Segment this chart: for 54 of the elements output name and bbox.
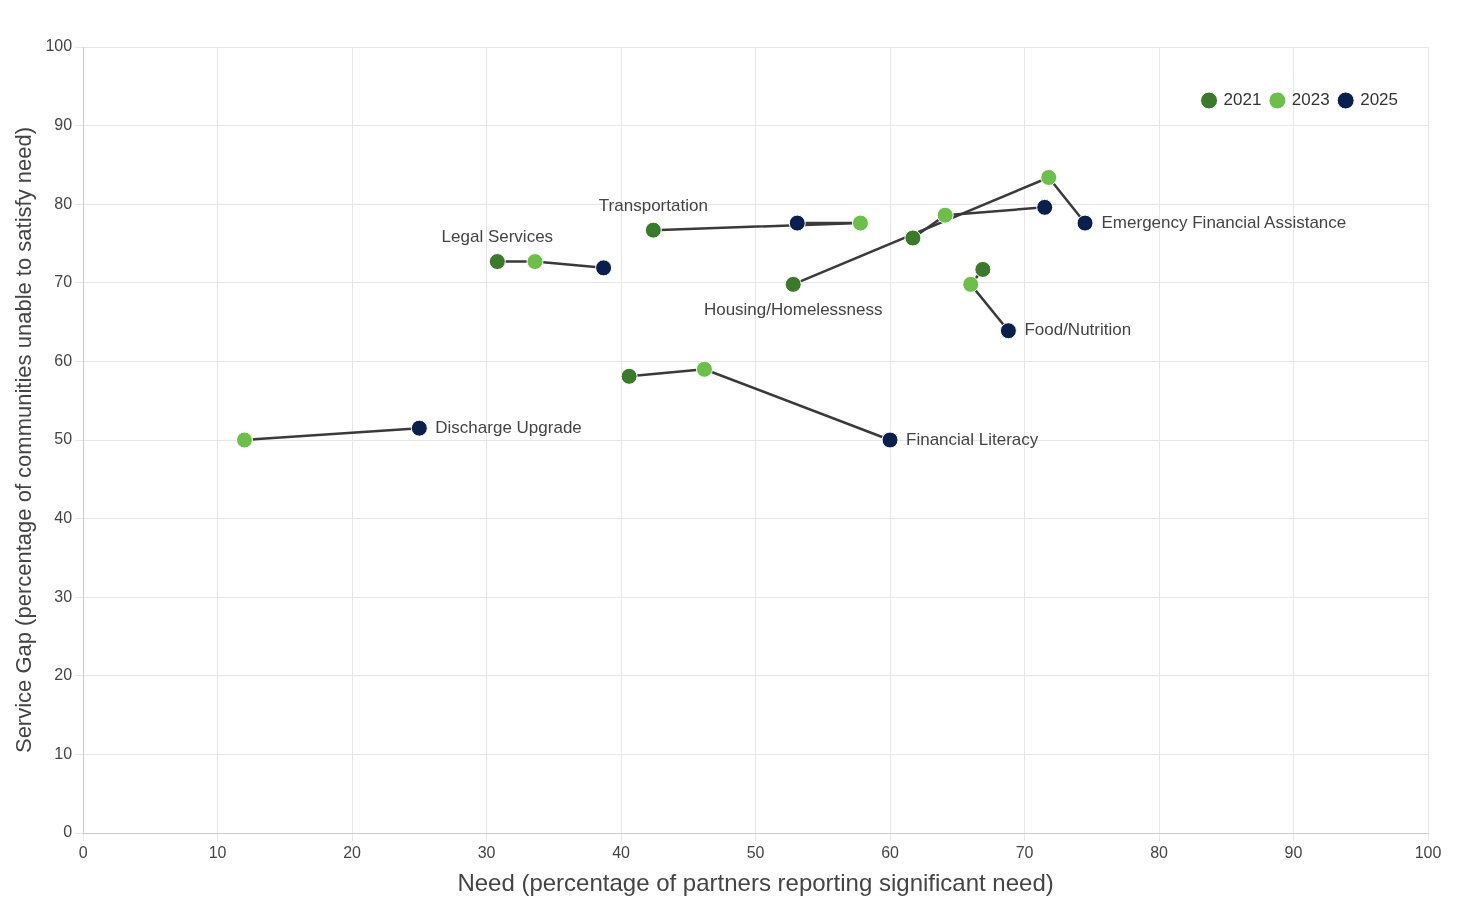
y-tick-label: 100: [45, 37, 73, 55]
annotation: Transportation: [598, 195, 708, 215]
x-tick-label: 80: [1150, 844, 1169, 862]
point: [784, 275, 802, 293]
y-tick-label: 90: [54, 116, 73, 134]
annotation: Financial Literacy: [906, 429, 1039, 449]
point: [695, 360, 713, 378]
x-axis-title: Need (percentage of partners reporting significant need): [457, 869, 1054, 897]
annotation: Legal Services: [441, 227, 554, 247]
x-tick-label: 10: [208, 844, 227, 862]
point: [974, 260, 992, 278]
point: [235, 431, 253, 449]
point: [788, 214, 806, 232]
legend-label: 2025: [1360, 90, 1399, 110]
point: [999, 322, 1017, 340]
x-tick-label: 60: [881, 844, 900, 862]
x-tick-label: 70: [1015, 844, 1034, 862]
point: [1040, 168, 1058, 186]
annotation: Food/Nutrition: [1024, 320, 1132, 340]
point: [936, 206, 954, 224]
y-tick-label: 0: [63, 823, 73, 841]
y-tick-label: 30: [54, 587, 73, 605]
annotation: Housing/Homelessness: [703, 300, 883, 320]
y-tick-label: 50: [54, 430, 73, 448]
legend-label: 2021: [1223, 90, 1262, 110]
point: [904, 229, 922, 247]
point: [488, 253, 506, 271]
point: [962, 275, 980, 293]
x-tick-label: 20: [343, 844, 362, 862]
x-tick-label: 50: [746, 844, 765, 862]
y-tick-label: 70: [54, 273, 73, 291]
y-axis-title: Service Gap (percentage of communities unable to satisfy need): [11, 126, 37, 754]
x-tick-label: 40: [612, 844, 631, 862]
annotation: Discharge Upgrade: [435, 417, 582, 437]
point: [851, 214, 869, 232]
point: [644, 221, 662, 239]
y-tick-label: 10: [54, 744, 73, 762]
point: [526, 253, 544, 271]
x-tick-label: 100: [1414, 844, 1442, 862]
x-tick-label: 90: [1284, 844, 1303, 862]
point: [1076, 214, 1094, 232]
annotation: Emergency Financial Assistance: [1101, 212, 1347, 232]
x-tick-label: 0: [78, 844, 88, 862]
legend-label: 2023: [1291, 90, 1330, 110]
y-tick-label: 20: [54, 666, 73, 684]
y-tick-label: 60: [54, 351, 73, 369]
x-tick-label: 30: [477, 844, 496, 862]
point: [410, 419, 428, 437]
y-tick-label: 40: [54, 509, 73, 527]
point: [881, 431, 899, 449]
point: [620, 367, 638, 385]
point: [1036, 198, 1054, 216]
point: [595, 259, 613, 277]
y-tick-label: 80: [54, 194, 73, 212]
